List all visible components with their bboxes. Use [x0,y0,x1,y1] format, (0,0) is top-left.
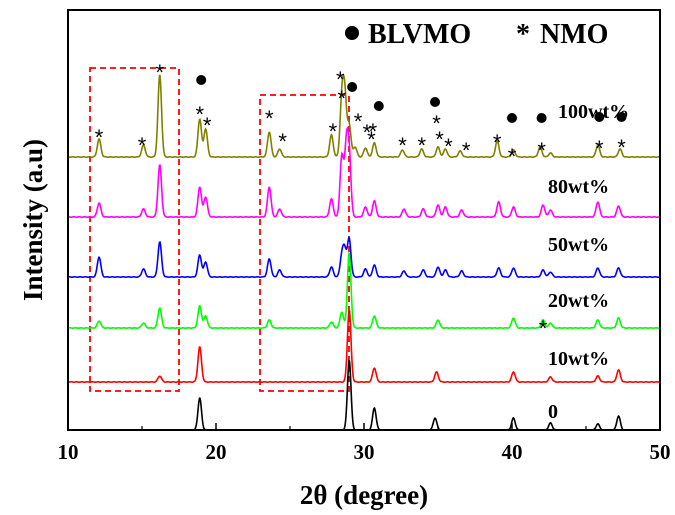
nmo-star-marker-icon: * [338,86,347,111]
x-axis-ticks: 10 20 30 40 50 [58,423,671,464]
legend-nmo-star-icon: * [516,19,530,50]
x-tick-label: 10 [58,440,79,464]
blvmo-dot-marker-icon [616,112,627,122]
series-line-4 [68,126,660,218]
nmo-star-marker-icon: * [195,102,204,127]
blvmo-dot-marker-icon [430,97,441,107]
blvmo-dot-marker-icon [196,75,207,85]
nmo-star-marker-icon: * [417,133,426,158]
nmo-star-marker-icon: * [539,316,548,341]
series-label-4: 80wt% [548,176,609,198]
x-axis-title: 2θ (degree) [300,480,428,510]
blvmo-dot-marker-icon [536,113,547,123]
nmo-star-marker-icon: * [367,127,376,152]
series-label-0: 0 [548,401,558,423]
blvmo-dot-marker-icon [507,113,517,123]
nmo-star-marker-icon: * [278,129,287,154]
nmo-star-marker-icon: * [336,67,345,92]
series-line-5 [68,73,659,159]
highlight-box-left [89,67,180,392]
series-labels: 0 10wt% 20wt% 50wt% 80wt% 100wt% [548,101,629,423]
series-line-1 [68,308,660,384]
nmo-star-marker-icon: * [493,130,502,155]
blvmo-dot-marker-icon [594,112,605,122]
y-axis-title: Intensity (a.u) [18,139,48,301]
nmo-star-marker-icon: * [398,133,407,158]
x-tick-label: 20 [206,440,227,464]
nmo-star-marker-icon: * [265,106,274,131]
nmo-star-marker-icon: * [537,138,546,163]
series-line-3 [69,235,660,279]
blvmo-dot-marker-icon [373,101,384,111]
nmo-star-marker-icon: * [435,127,444,152]
nmo-star-marker-icon: * [155,60,164,85]
phase-markers: * **** ** ******* * *** * ** * * *** [95,60,627,341]
legend-nmo-label: NMO [540,19,608,50]
series-label-2: 20wt% [548,290,609,312]
nmo-star-marker-icon: * [432,111,441,136]
nmo-star-marker-icon: * [329,119,338,144]
nmo-star-marker-icon: * [203,113,212,138]
legend-blvmo-label: BLVMO [368,19,471,50]
x-tick-label: 50 [650,440,671,464]
nmo-star-marker-icon: * [369,119,378,144]
blvmo-dot-marker-icon [347,82,358,92]
series-label-3: 50wt% [548,234,609,256]
series-label-1: 10wt% [548,348,609,370]
nmo-star-marker-icon: * [95,125,104,150]
x-tick-label: 40 [502,440,523,464]
legend-blvmo-dot-icon [345,26,359,40]
nmo-star-marker-icon: * [354,109,363,134]
series-layer [68,73,660,432]
legend: BLVMO * NMO [345,19,608,50]
series-line-0 [69,359,660,432]
series-label-5: 100wt% [558,101,629,123]
highlight-box-middle [259,94,350,392]
nmo-star-marker-icon: * [508,144,517,169]
x-tick-label: 30 [354,440,375,464]
nmo-star-marker-icon: * [595,136,604,161]
nmo-star-marker-icon: * [363,120,372,145]
nmo-star-marker-icon: * [138,133,147,158]
nmo-star-marker-icon: * [462,138,471,163]
nmo-star-marker-icon: * [444,134,453,159]
series-line-2 [68,251,659,329]
nmo-star-marker-icon: * [617,135,626,160]
